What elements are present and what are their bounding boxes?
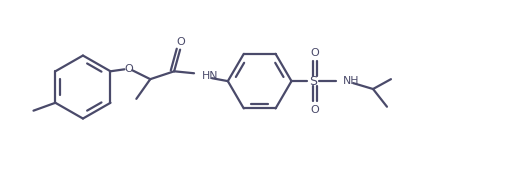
Text: O: O [311,105,319,115]
Text: O: O [311,48,319,58]
Text: NH: NH [343,76,360,86]
Text: O: O [124,64,133,74]
Text: HN: HN [202,71,219,81]
Text: O: O [177,37,185,47]
Text: S: S [310,75,317,88]
